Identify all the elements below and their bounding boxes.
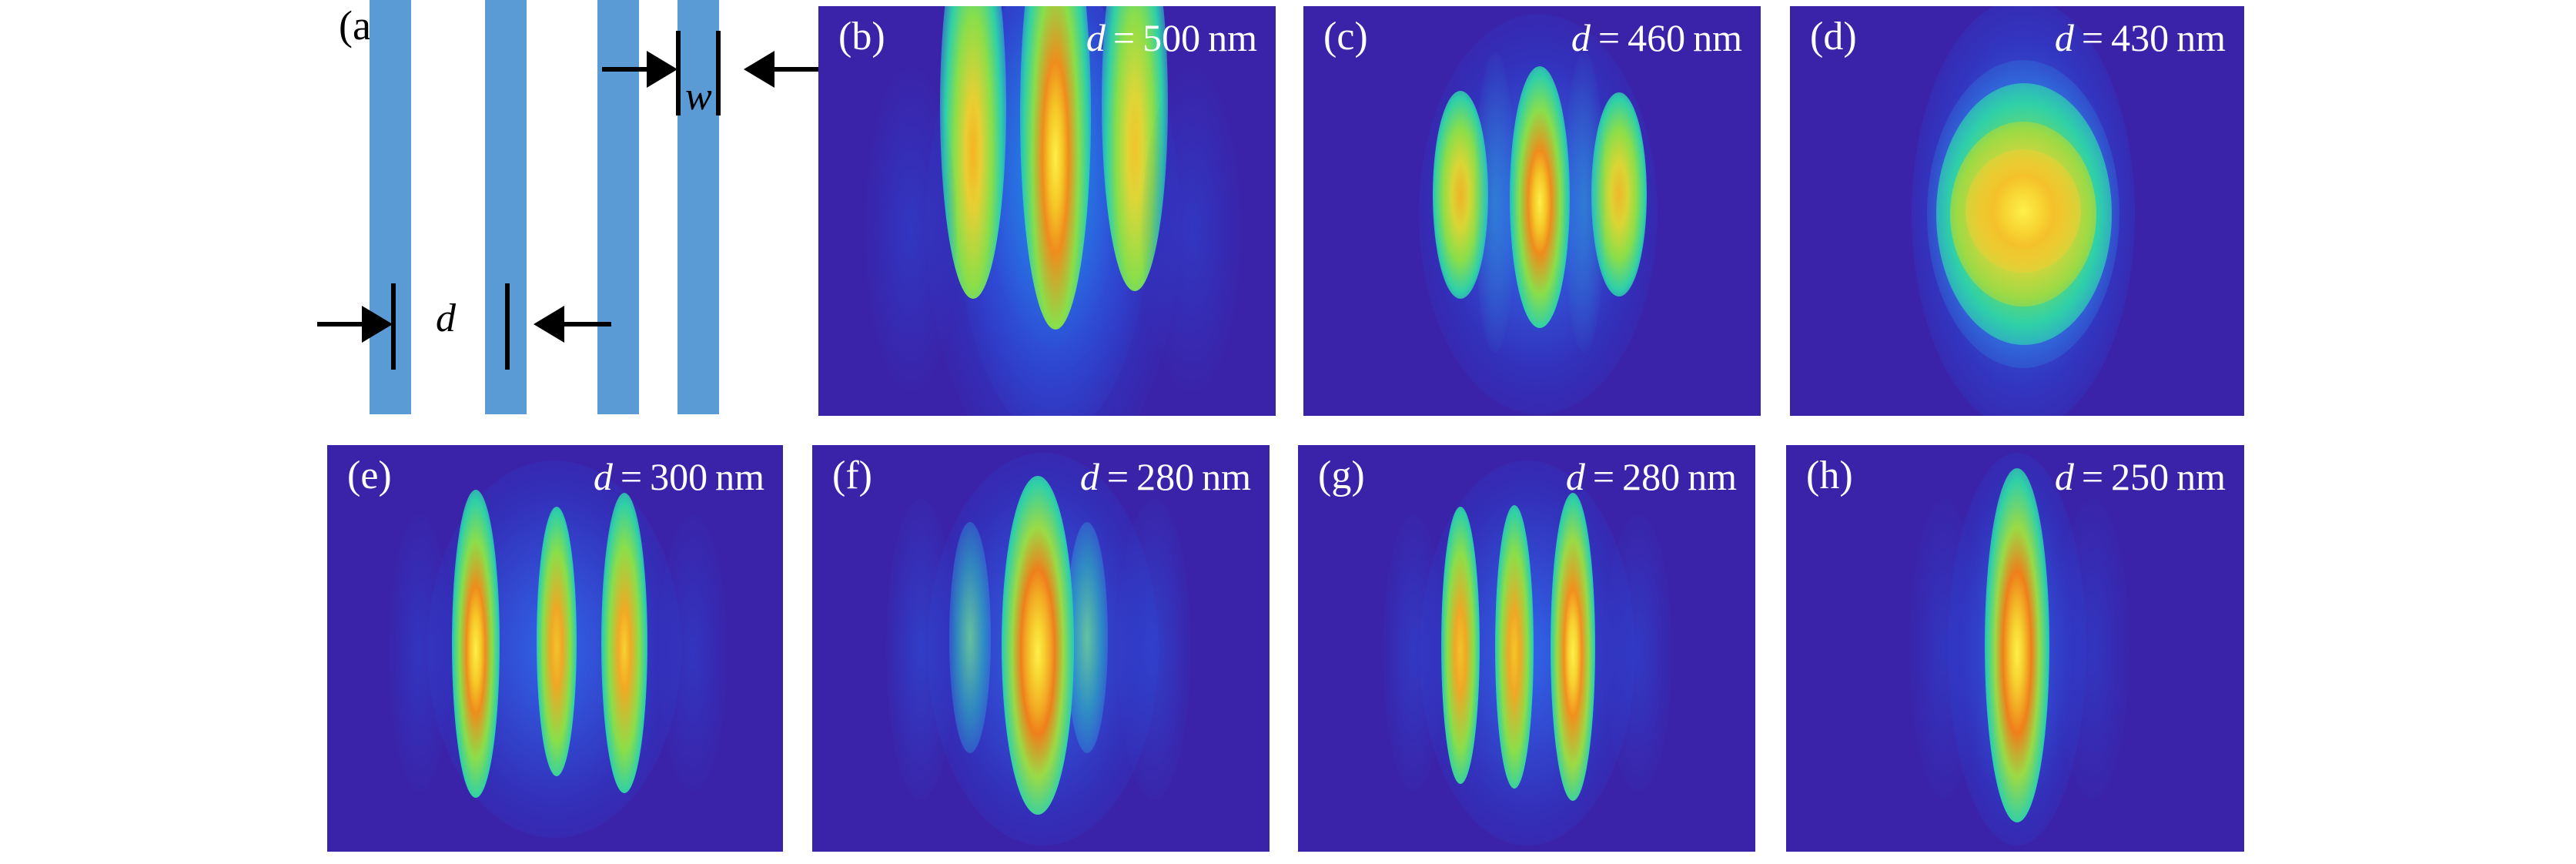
panel-c-label: (c)	[1323, 15, 1368, 59]
panel-e: (e) d = 300 nm	[327, 445, 783, 852]
panel-g-field	[1298, 445, 1755, 852]
panel-e-field	[327, 445, 783, 852]
panel-f-field	[812, 445, 1270, 852]
panel-g: (g) d = 280 nm	[1298, 445, 1755, 852]
panel-f: (f) d = 280 nm	[812, 445, 1270, 852]
panel-h-label: (h)	[1806, 454, 1853, 497]
w-dimension-label: w	[685, 75, 712, 119]
d-tick-left	[391, 283, 396, 370]
panel-g-caption: d = 280 nm	[1565, 455, 1737, 498]
panel-d-label: (d)	[1810, 15, 1857, 59]
w-arrow-left-shaft	[602, 67, 650, 72]
panel-a-schematic: (a) w d	[0, 0, 821, 420]
schematic-slab-4	[677, 0, 719, 414]
panel-c-field	[1303, 6, 1761, 416]
panel-e-caption: d = 300 nm	[593, 455, 764, 498]
schematic-slab-3	[597, 0, 639, 414]
panel-h-caption: d = 250 nm	[2054, 455, 2226, 498]
w-arrow-left-head	[647, 51, 677, 88]
panel-d: (d) d = 430 nm	[1790, 6, 2244, 416]
w-tick-right	[716, 31, 721, 116]
panel-b: (b) d = 500 nm	[818, 6, 1276, 416]
panel-c: (c) d = 460 nm	[1303, 6, 1761, 416]
panel-f-label: (f)	[832, 454, 872, 497]
d-arrow-right-head	[534, 306, 564, 343]
d-arrow-left-shaft	[317, 322, 365, 327]
panel-c-caption: d = 460 nm	[1571, 16, 1742, 59]
w-arrow-right-head	[744, 51, 774, 88]
panel-d-caption: d = 430 nm	[2054, 16, 2226, 59]
panel-b-field	[818, 6, 1276, 416]
panel-h-field	[1786, 445, 2244, 852]
d-tick-right	[505, 283, 510, 370]
d-arrow-right-shaft	[564, 322, 611, 327]
panel-f-caption: d = 280 nm	[1079, 455, 1251, 498]
schematic-slab-1	[370, 0, 411, 414]
panel-b-caption: d = 500 nm	[1086, 16, 1257, 59]
panel-g-label: (g)	[1318, 454, 1365, 497]
d-dimension-label: d	[436, 296, 456, 340]
panel-d-field	[1790, 6, 2244, 416]
panel-h: (h) d = 250 nm	[1786, 445, 2244, 852]
d-arrow-left-head	[362, 306, 393, 343]
panel-e-label: (e)	[347, 454, 392, 497]
w-tick-left	[676, 31, 681, 116]
panel-b-label: (b)	[838, 15, 885, 59]
w-arrow-right-shaft	[774, 67, 821, 72]
